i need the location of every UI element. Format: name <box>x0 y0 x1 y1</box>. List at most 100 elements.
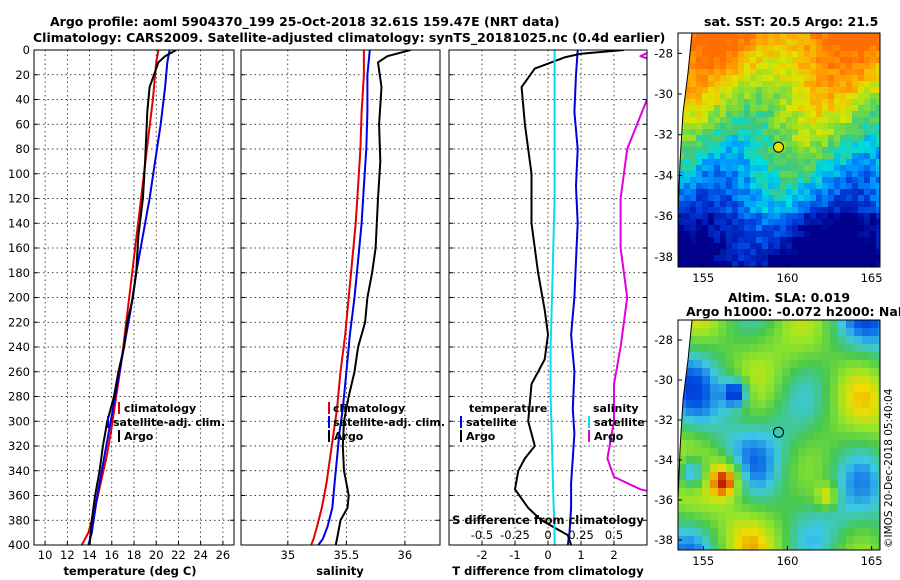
map-cell <box>742 336 751 345</box>
map-cell <box>852 237 859 244</box>
map-cell <box>828 177 835 184</box>
map-cell <box>854 376 863 385</box>
map-cell <box>786 39 793 46</box>
watermark: ©IMOS 20-Dec-2018 05:40:04 <box>883 388 895 548</box>
map-cell <box>734 504 743 513</box>
map-cell <box>702 261 709 267</box>
map-cell <box>774 207 781 214</box>
map-cell <box>816 177 823 184</box>
map-cell <box>768 171 775 178</box>
map-cell <box>810 147 817 154</box>
map-cell <box>786 75 793 82</box>
map-cell <box>742 480 751 489</box>
map-cell <box>750 261 757 267</box>
map-cell <box>702 440 711 449</box>
map-cell <box>744 243 751 250</box>
map-cell <box>870 195 877 202</box>
map-cell <box>846 93 853 100</box>
map-cell <box>804 39 811 46</box>
map-cell <box>750 159 757 166</box>
map-cell <box>756 201 763 208</box>
map-cell <box>830 376 839 385</box>
map-cell <box>686 448 695 457</box>
map-cell <box>858 255 865 262</box>
map-cell <box>864 237 871 244</box>
map-cell <box>878 520 880 529</box>
map-cell <box>696 189 703 196</box>
map-cell <box>750 320 759 329</box>
map-cell <box>742 488 751 497</box>
map-cell <box>804 171 811 178</box>
map-cell <box>870 336 879 345</box>
map-cell <box>798 544 807 550</box>
map-cell <box>726 93 733 100</box>
map-cell <box>758 344 767 353</box>
map-cell <box>814 432 823 441</box>
map-cell <box>870 416 879 425</box>
map-cell <box>806 328 815 337</box>
map-cell <box>792 75 799 82</box>
map-cell <box>806 488 815 497</box>
map-cell <box>828 93 835 100</box>
map-cell <box>858 237 865 244</box>
map-cell <box>756 231 763 238</box>
xtick-label: 10 <box>38 548 53 562</box>
map-cell <box>790 528 799 537</box>
map-cell <box>864 249 871 256</box>
x2tick-label: -0.5 <box>471 528 493 542</box>
map-cell <box>870 528 879 537</box>
map-cell <box>782 320 791 329</box>
map-cell <box>762 33 769 40</box>
map-cell <box>862 392 871 401</box>
map-cell <box>786 93 793 100</box>
map-cell <box>720 75 727 82</box>
map-cell <box>822 141 829 148</box>
map-cell <box>780 183 787 190</box>
map-cell <box>858 171 865 178</box>
map-cell <box>702 159 709 166</box>
map-cell <box>774 111 781 118</box>
map-cell <box>702 249 709 256</box>
series-line-argo <box>334 50 411 545</box>
map-cell <box>792 147 799 154</box>
map-cell <box>864 177 871 184</box>
map-cell <box>834 249 841 256</box>
map-cell <box>762 45 769 52</box>
map-cell <box>790 416 799 425</box>
map-cell <box>846 177 853 184</box>
map-cell <box>838 480 847 489</box>
map-cell <box>708 63 715 70</box>
map-cell <box>790 464 799 473</box>
map-cell <box>726 87 733 94</box>
map-cell <box>804 243 811 250</box>
map-cell <box>768 255 775 262</box>
map-ytick-label: -30 <box>654 373 673 387</box>
map-ytick-label: -28 <box>654 46 673 60</box>
map-cell <box>774 171 781 178</box>
map-cell <box>838 392 847 401</box>
map-cell <box>828 99 835 106</box>
map-cell <box>864 147 871 154</box>
map-cell <box>840 255 847 262</box>
map-cell <box>768 111 775 118</box>
map-cell <box>780 75 787 82</box>
map-cell <box>738 183 745 190</box>
map-cell <box>790 448 799 457</box>
map-cell <box>854 520 863 529</box>
map-cell <box>822 81 829 88</box>
map-cell <box>798 376 807 385</box>
map-cell <box>862 472 871 481</box>
map-cell <box>816 75 823 82</box>
map-cell <box>840 195 847 202</box>
map-cell <box>792 105 799 112</box>
map-cell <box>742 344 751 353</box>
map-cell <box>804 159 811 166</box>
map-cell <box>870 219 877 226</box>
map-cell <box>756 141 763 148</box>
map-cell <box>822 135 829 142</box>
map-cell <box>804 201 811 208</box>
map-ytick-label: -38 <box>654 250 673 264</box>
map-cell <box>780 141 787 148</box>
map-cell <box>684 111 691 118</box>
map-cell <box>742 512 751 521</box>
